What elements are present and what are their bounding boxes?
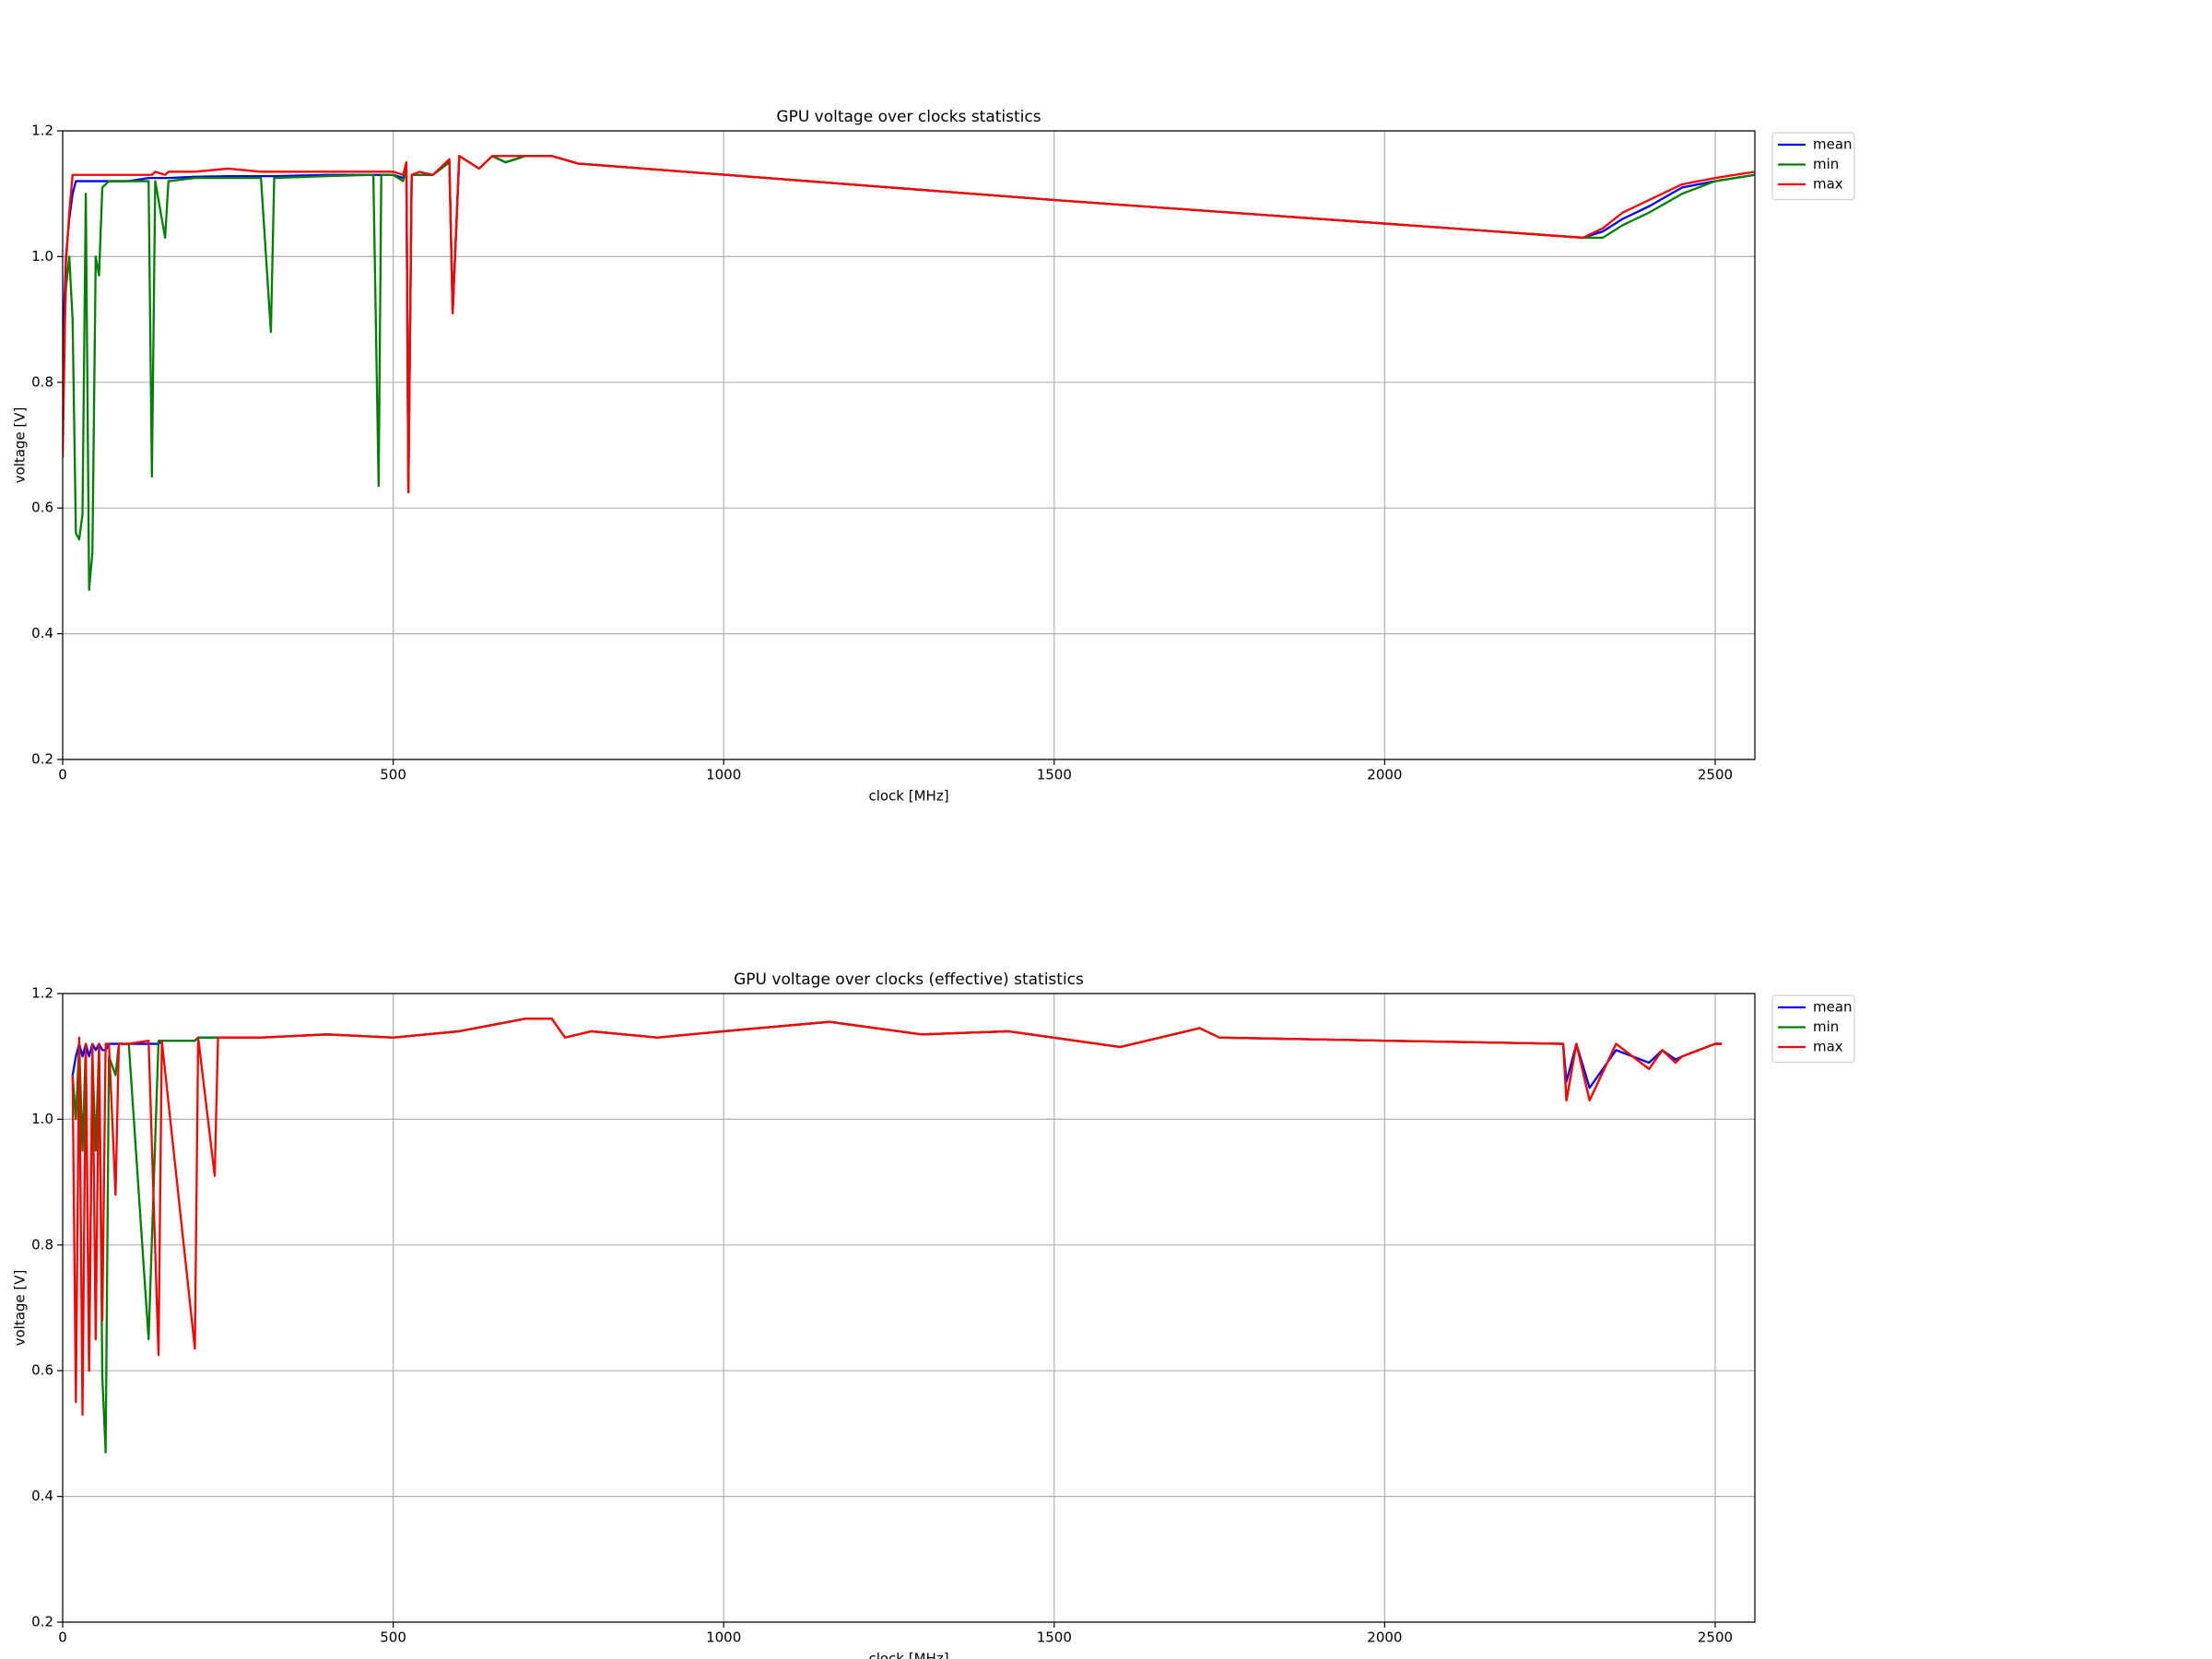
y-tick-label: 0.8 [31, 373, 53, 390]
legend-label: max [1813, 176, 1843, 193]
axes-frame [62, 993, 1756, 1623]
chart-title: GPU voltage over clocks (effective) stat… [734, 971, 1084, 989]
x-tick-label: 2500 [1698, 767, 1733, 783]
series-line [63, 155, 1755, 494]
chart-title: GPU voltage over clocks statistics [776, 108, 1041, 126]
legend-label: min [1813, 1018, 1839, 1035]
x-tick-label: 2000 [1367, 767, 1402, 783]
x-tick-label: 2000 [1367, 1630, 1402, 1646]
x-tick-label: 0 [58, 767, 67, 783]
y-tick-label: 1.0 [31, 1111, 53, 1127]
x-tick-label: 500 [380, 1630, 406, 1646]
x-tick-label: 1000 [706, 767, 741, 783]
y-axis-label: voltage [V] [12, 1270, 29, 1347]
axes-background [63, 131, 1755, 759]
legend: mean min max [1771, 132, 1855, 201]
legend-frame [1771, 132, 1855, 201]
axes-background [63, 994, 1755, 1622]
x-tick-label: 2500 [1698, 1630, 1733, 1646]
y-tick-label: 0.8 [31, 1236, 53, 1253]
legend-frame [1771, 994, 1855, 1064]
x-axis-label: clock [MHz] [868, 788, 948, 805]
y-tick-label: 0.6 [31, 1362, 53, 1379]
legend-label: mean [1813, 136, 1853, 153]
y-tick-label: 1.2 [31, 985, 53, 1002]
series-line [71, 1018, 1723, 1417]
x-tick-label: 500 [380, 767, 406, 783]
y-tick-label: 0.4 [31, 625, 53, 641]
y-tick-label: 0.6 [31, 500, 53, 516]
legend-label: max [1813, 1039, 1843, 1055]
x-tick-label: 1000 [706, 1630, 741, 1646]
y-tick-label: 0.4 [31, 1488, 53, 1504]
y-tick-label: 0.2 [31, 751, 53, 768]
x-tick-label: 1500 [1037, 767, 1072, 783]
axes: 0 500 1000 1500 2000 2500 0.2 0.4 0.6 0.8 1.0 1.2 GP… [12, 971, 1855, 1659]
axes: 0 500 1000 1500 2000 2500 0.2 0.4 0.6 0.8 1.0 1.2 GP… [12, 108, 1855, 805]
y-tick-label: 1.0 [31, 248, 53, 265]
x-tick-label: 0 [58, 1630, 67, 1646]
y-tick-label: 1.2 [31, 123, 53, 139]
axes-frame [62, 130, 1756, 760]
legend-label: mean [1813, 999, 1853, 1016]
y-tick-label: 0.2 [31, 1614, 53, 1630]
y-axis-label: voltage [V] [12, 407, 29, 484]
legend-label: min [1813, 156, 1839, 172]
legend: mean min max [1771, 994, 1855, 1064]
x-tick-label: 1500 [1037, 1630, 1072, 1646]
x-axis-label: clock [MHz] [868, 1651, 948, 1659]
